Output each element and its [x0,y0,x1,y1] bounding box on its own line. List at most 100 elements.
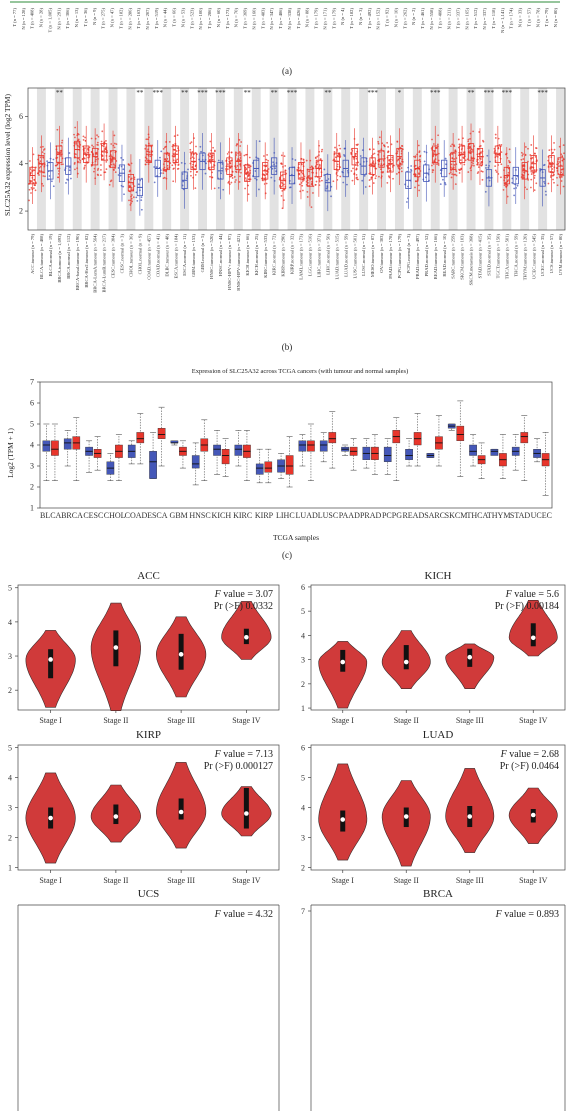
panel-b-category-label: COAD.normal (n = 41) [155,234,160,278]
panel-b-point [437,152,440,155]
panel-c-box [319,440,328,452]
panel-b-point [119,174,122,177]
panel-b-point [464,159,467,162]
violin-frame [310,584,566,711]
panel-b-point [274,167,277,170]
panel-b-point [458,143,461,146]
panel-b-point [526,188,528,191]
panel-a-tick-label: T (n = 483) [260,8,265,29]
panel-b-point [325,179,328,182]
violin-ytick-label: 6 [301,743,305,752]
panel-b-point [265,182,268,185]
panel-b-point [212,146,214,149]
panel-b-point [189,151,192,154]
panel-b-category-label: UVM.tumour (n = 80) [558,234,563,276]
panel-b-point [444,183,447,186]
panel-b-point [387,150,390,153]
panel-b-point [222,188,225,191]
panel-b-point [515,187,517,189]
panel-b-point [451,167,454,170]
panel-b-point [41,151,44,153]
panel-a-tick-label: N (n = 10) [393,8,398,28]
panel-b-point [110,163,113,166]
panel-b-category-label: KICH.tumour (n = 66) [245,234,250,276]
panel-b-point [463,157,465,160]
panel-b-point [271,167,274,170]
panel-b-point [354,154,357,157]
violin-ytick-label: 5 [301,607,305,616]
panel-b-point [113,134,116,137]
panel-b-point [332,180,335,183]
panel-b-point [431,138,433,141]
panel-b-point [338,144,341,147]
panel-a-tick-label: T (n = 173) [225,8,230,29]
violin-median-dot [403,814,409,819]
panel-b-point [289,186,292,189]
panel-b-category-label: BRCA-LumA.tumour (n = 564) [93,234,98,293]
panel-b-point [130,194,133,196]
violin-stage-label: Stage II [103,876,128,885]
panel-b-point [229,162,232,165]
violin-ytick-label: 1 [301,704,305,713]
panel-b-point [562,144,565,147]
panel-b-point [247,174,250,177]
violin-stage-label: Stage III [167,876,195,885]
panel-b-point [469,138,471,140]
panel-b-category-label: BRCA.normal (n = 112) [66,234,71,279]
panel-b-point [102,158,105,161]
panel-c-category-label: THCA [466,511,488,520]
panel-b-category-label: UCS.tumour (n = 57) [549,234,554,274]
panel-a-label: (a) [282,66,292,76]
panel-b-point [44,175,46,178]
panel-b-point [453,163,456,166]
panel-b-point [171,164,174,167]
panel-a-tick-label: N (n = 558) [429,8,434,30]
panel-b-point [108,183,111,186]
panel-b-point [77,161,79,164]
panel-b-point [516,184,519,187]
panel-b-point [113,156,115,159]
panel-b-point [30,180,33,183]
panel-b-point [436,163,438,165]
panel-b-point [399,162,402,165]
panel-a-tick-label: T (n = 179) [314,8,319,29]
panel-b-category-label: ESCA.tumour (n = 184) [173,234,178,279]
panel-b-point [195,171,198,173]
panel-b-point [405,201,408,203]
panel-b-point [233,176,236,178]
panel-a-tick-label: T (n = 519) [154,8,159,29]
panel-b-point [463,163,466,166]
panel-b-point [34,189,37,192]
panel-b-point [494,137,497,139]
panel-b-point [451,153,454,156]
panel-b-point [495,152,498,155]
panel-b-point [316,163,319,166]
panel-b-point [272,161,275,164]
panel-a-tick-label: N (n = 171) [322,8,327,30]
panel-b-point [530,178,533,181]
panel-b-category-label: PAAD.tumour (n = 178) [388,234,393,279]
panel-b-point [283,199,285,202]
violin-ytick-label: 7 [301,907,305,916]
panel-b-point [239,175,241,178]
panel-b-point [339,175,342,178]
panel-b-point [61,163,64,166]
panel-b-point [556,167,558,170]
panel-c-category-label: KIRC [233,511,252,520]
panel-b-point [155,166,158,169]
panel-a-tick-label: T (n = 337) [455,8,460,29]
violin-iqr-box [243,787,249,829]
panel-b-point [77,138,80,141]
panel-b-point [553,173,555,176]
panel-b-point [359,155,362,157]
panel-b-point [437,164,440,166]
panel-b-point [211,158,214,161]
panel-a-tick-label: N (n = 70) [234,8,239,28]
panel-b-point [120,156,123,159]
panel-b-point [284,169,287,172]
panel-b-point [110,155,113,158]
panel-b-point [247,184,250,187]
panel-b-point [60,163,63,166]
panel-b-point [200,150,202,153]
panel-b-point [522,177,524,179]
